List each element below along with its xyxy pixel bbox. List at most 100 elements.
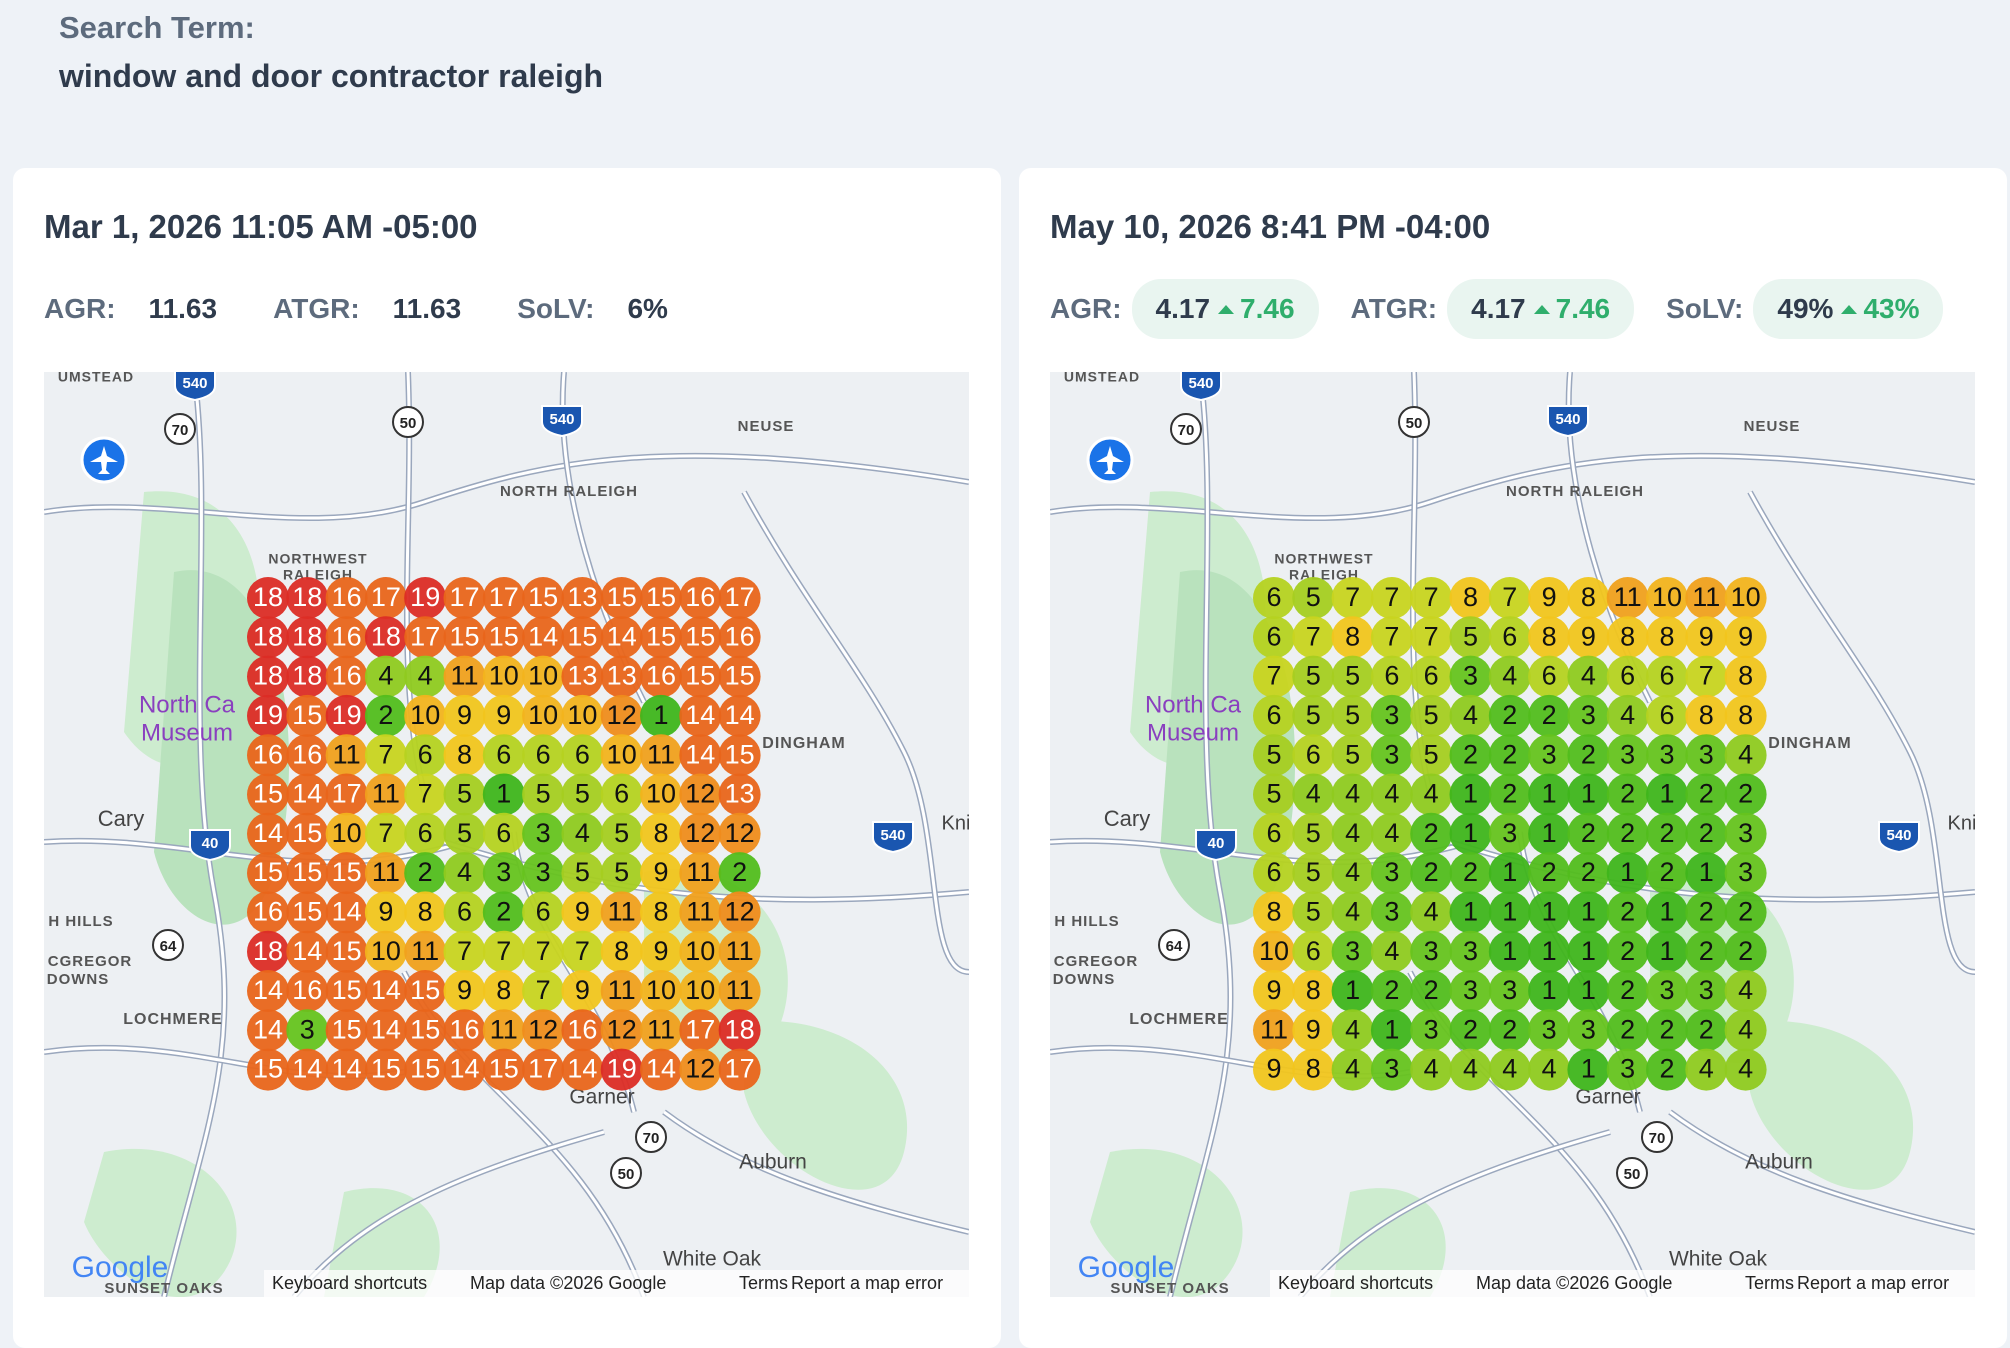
map-footer-link: Keyboard shortcuts <box>1278 1273 1433 1293</box>
rank-label: 14 <box>685 700 715 730</box>
rank-label: 18 <box>725 1014 755 1044</box>
rank-label: 2 <box>1502 700 1517 730</box>
rank-dot <box>404 773 447 816</box>
rank-dot <box>640 694 682 737</box>
rank-label: 5 <box>1306 857 1321 887</box>
shield-label: 70 <box>643 1130 660 1147</box>
rank-dot <box>718 852 761 895</box>
rank-dot <box>1449 773 1492 816</box>
rank-dot <box>600 734 643 777</box>
rank-dot <box>1606 734 1649 777</box>
rank-dot <box>247 852 289 895</box>
rank-label: 15 <box>410 1014 440 1044</box>
rank-label: 3 <box>1384 1054 1399 1084</box>
rank-label: 9 <box>1738 621 1753 651</box>
map-label: DINGHAM <box>1768 735 1851 752</box>
rank-dot <box>1253 577 1295 619</box>
map-label: DINGHAM <box>762 735 845 752</box>
road <box>1050 839 1471 864</box>
road <box>162 372 226 1297</box>
road <box>1748 491 1975 974</box>
rank-label: 7 <box>378 739 393 769</box>
rank-dot <box>640 1009 682 1052</box>
rank-dot <box>1370 655 1413 698</box>
rank-label: 8 <box>1542 621 1557 651</box>
rank-label: 5 <box>1306 582 1321 612</box>
rank-label: 2 <box>1738 897 1753 927</box>
road <box>742 491 969 974</box>
rank-label: 9 <box>496 700 511 730</box>
rank-label: 4 <box>1424 897 1439 927</box>
shield <box>1158 929 1190 961</box>
rank-label: 11 <box>1614 582 1642 612</box>
rank-label: 7 <box>575 936 590 966</box>
rank-label: 5 <box>614 818 629 848</box>
metric-change: 43% <box>1863 293 1920 324</box>
rank-label: 1 <box>496 779 511 809</box>
rank-dot <box>443 970 486 1012</box>
rank-label: 8 <box>1463 582 1478 612</box>
rank-label: 15 <box>567 621 597 651</box>
rank-dot <box>325 577 368 619</box>
rank-dot <box>443 616 486 659</box>
rank-label: 5 <box>1424 700 1439 730</box>
rank-dot <box>1724 1048 1767 1091</box>
rank-label: 11 <box>372 779 400 809</box>
rank-label: 5 <box>1266 779 1281 809</box>
rank-label: 6 <box>418 818 433 848</box>
rank-dot <box>364 891 407 934</box>
rank-dot <box>1528 891 1571 934</box>
rank-label: 1 <box>1620 857 1635 887</box>
rank-dot <box>561 655 604 698</box>
shield-label: 50 <box>1406 415 1423 432</box>
rank-dot <box>404 616 447 659</box>
rank-dot <box>1292 773 1335 816</box>
rank-label: 1 <box>1542 779 1557 809</box>
rank-dot <box>1724 891 1767 934</box>
rank-dot <box>286 970 329 1012</box>
rank-dot <box>1567 852 1610 895</box>
rank-label: 4 <box>1345 779 1360 809</box>
rank-label: 4 <box>1738 1014 1753 1044</box>
shield <box>610 1157 642 1189</box>
shield <box>164 413 196 445</box>
rank-dot <box>364 1009 407 1052</box>
rank-label: 7 <box>1345 582 1360 612</box>
rank-dot <box>247 616 289 659</box>
rank-label: 3 <box>1620 1054 1635 1084</box>
rank-label: 4 <box>1502 1054 1517 1084</box>
rank-dot <box>1488 655 1531 698</box>
rank-dot <box>679 891 722 934</box>
rank-label: 7 <box>457 936 472 966</box>
rank-dot <box>1567 734 1610 777</box>
rank-label: 18 <box>253 936 283 966</box>
metric-change: 7.46 <box>1240 293 1295 324</box>
rank-dot <box>1567 1009 1610 1052</box>
map-label: Cary <box>98 806 144 831</box>
road <box>292 1130 605 1297</box>
rank-dot <box>1292 577 1335 619</box>
metric-label: SoLV: <box>517 293 595 324</box>
rank-label: 5 <box>1424 739 1439 769</box>
rank-dot <box>561 970 604 1012</box>
rank-dot <box>1488 970 1531 1012</box>
rank-label: 8 <box>653 818 668 848</box>
rank-label: 4 <box>1463 700 1478 730</box>
rank-dot <box>679 577 722 619</box>
panel-card: May 10, 2026 8:41 PM -04:00 AGR: 4.17 7.46 A… <box>1019 168 2007 1348</box>
rank-label: 15 <box>292 700 322 730</box>
rank-label: 2 <box>1463 739 1478 769</box>
up-arrow-shape <box>1841 305 1858 314</box>
rank-label: 2 <box>1502 779 1517 809</box>
rank-dot <box>1292 812 1335 855</box>
rank-dot <box>247 655 289 698</box>
rank-dot <box>1528 812 1571 855</box>
rank-label: 11 <box>686 897 714 927</box>
rank-dot <box>522 616 565 659</box>
rank-label: 10 <box>646 975 676 1005</box>
rank-dot <box>1488 812 1531 855</box>
rank-label: 8 <box>1738 661 1753 691</box>
rank-label: 17 <box>489 582 519 612</box>
rank-label: 15 <box>410 1054 440 1084</box>
